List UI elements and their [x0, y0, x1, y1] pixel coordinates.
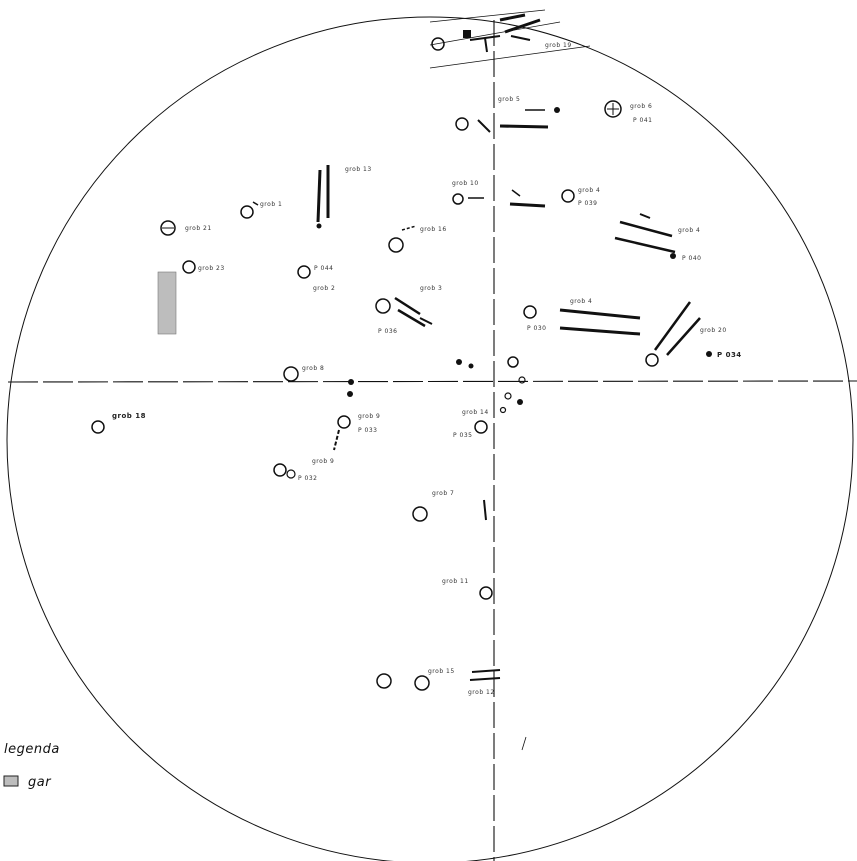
label-p034: P 034	[717, 351, 742, 359]
grave-3	[375, 296, 433, 328]
label-grob-12: grob 12	[468, 689, 495, 696]
grave-4-right	[561, 189, 676, 259]
grave-2	[297, 265, 311, 279]
grave-lower	[376, 586, 501, 691]
label-p032: P 032	[298, 475, 317, 482]
label-grob-19: grob 19	[545, 42, 572, 49]
label-grob-6: grob 6	[630, 103, 652, 110]
label-grob-3: grob 3	[420, 285, 442, 292]
label-grob-4a: grob 4	[578, 187, 600, 194]
excavation-boundary	[6, 16, 854, 861]
grave-1	[240, 201, 259, 219]
label-grob-13: grob 13	[345, 166, 372, 173]
label-grob-21: grob 21	[185, 225, 212, 232]
label-grob-4-right: grob 4	[678, 227, 700, 234]
label-p040: P 040	[682, 255, 701, 262]
legend-item-gar: gar	[28, 775, 52, 790]
label-grob-7: grob 7	[432, 490, 454, 497]
grave-20	[645, 301, 712, 367]
label-p039: P 039	[578, 200, 597, 207]
label-grob-1: grob 1	[260, 201, 282, 208]
grave-21	[160, 220, 176, 236]
label-grob-9b: grob 9	[312, 458, 334, 465]
legend-gar-swatch	[3, 775, 19, 787]
label-grob-16: grob 16	[420, 226, 447, 233]
label-grob-14: grob 14	[462, 409, 489, 416]
grave-8	[283, 366, 299, 382]
label-p033: P 033	[358, 427, 377, 434]
horizontal-axis	[7, 380, 857, 383]
label-grob-5: grob 5	[498, 96, 520, 103]
grave-17	[316, 165, 330, 229]
central-finds	[347, 356, 526, 414]
label-grob-15: grob 15	[428, 668, 455, 675]
label-p035: P 035	[453, 432, 472, 439]
label-grob-4-center: grob 4	[570, 298, 592, 305]
grave-9	[273, 415, 351, 479]
label-p030: P 030	[527, 325, 546, 332]
grave-7	[412, 420, 488, 522]
grave-19-cluster	[429, 9, 591, 69]
label-grob-10: grob 10	[452, 180, 479, 187]
grave-4-center	[523, 305, 641, 336]
gar-area	[157, 271, 177, 335]
grave-23	[182, 260, 196, 274]
legend-title: legenda	[4, 742, 60, 757]
label-grob-23: grob 23	[198, 265, 225, 272]
label-p036: P 036	[378, 328, 397, 335]
label-grob-11: grob 11	[442, 578, 469, 585]
label-grob-9: grob 9	[358, 413, 380, 420]
label-grob-18: grob 18	[112, 412, 146, 420]
label-grob-2: grob 2	[313, 285, 335, 292]
grave-5	[455, 107, 560, 133]
label-p041: P 041	[633, 117, 652, 124]
grave-18	[91, 420, 105, 434]
label-grob-8: grob 8	[302, 365, 324, 372]
grave-6	[604, 100, 622, 118]
grave-16	[388, 225, 417, 253]
label-p044: P 044	[314, 265, 333, 272]
label-grob-20: grob 20	[700, 327, 727, 334]
grave-10	[452, 189, 546, 208]
